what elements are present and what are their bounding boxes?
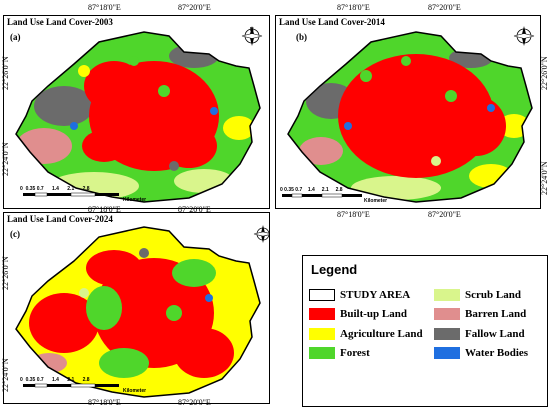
scale-unit: Kilometer (123, 197, 147, 203)
legend-swatch-built-up (309, 308, 335, 320)
lon-label-bottom-b2: 87°20'0"E (428, 210, 461, 219)
north-arrow-icon (253, 225, 269, 243)
legend-title: Legend (311, 262, 358, 277)
scale-bar (23, 192, 119, 197)
lat-label-b2: 22°24'0"N (540, 161, 549, 195)
legend: Legend STUDY AREA Scrub Land Built-up La… (302, 255, 548, 407)
scale-bar (23, 383, 119, 388)
lon-label-top-b1: 87°18'0"E (337, 3, 370, 12)
map-panel-2003: Land Use Land Cover-2003 (a) 0 0.35 0.7 … (3, 15, 270, 209)
legend-item: Water Bodies (434, 346, 528, 360)
legend-item: Scrub Land (434, 288, 521, 302)
scale-tick-labels: 0 0.35 0.7 1.4 2.1 2.8 (20, 186, 90, 192)
legend-swatch-fallow (434, 328, 460, 340)
panel-title: Land Use Land Cover-2003 (7, 17, 113, 27)
lon-label-top-a2: 87°20'0"E (178, 3, 211, 12)
lon-label-bottom-b1: 87°18'0"E (337, 210, 370, 219)
scale-tick-labels: 0 0.35 0.7 1.4 2.1 2.8 (280, 187, 343, 193)
lon-label-bottom-a2: 87°20'0"E (178, 205, 211, 214)
legend-swatch-study-area (309, 289, 335, 301)
map-panel-2024: Land Use Land Cover-2024 (c) 0 0.35 0.7 … (3, 212, 270, 404)
land-cover-map-2024 (15, 225, 269, 398)
legend-item: Agriculture Land (309, 327, 423, 341)
legend-item: STUDY AREA (309, 288, 410, 302)
legend-swatch-forest (309, 347, 335, 359)
legend-item: Barren Land (434, 307, 526, 321)
scale-unit: Kilometer (123, 388, 147, 394)
scale-tick-labels: 0 0.35 0.7 1.4 2.1 2.8 (20, 377, 90, 383)
legend-swatch-water (434, 347, 460, 359)
legend-item: Forest (309, 346, 370, 360)
lat-label-c2: 22°24'0"N (1, 358, 10, 392)
panel-title: Land Use Land Cover-2024 (7, 214, 113, 224)
lon-label-bottom-c1: 87°18'0"E (88, 398, 121, 407)
north-arrow-icon (513, 26, 535, 46)
scale-bar (282, 193, 362, 198)
panel-label: (b) (296, 32, 307, 42)
lat-label-a2: 22°24'0"N (1, 142, 10, 176)
legend-swatch-barren (434, 308, 460, 320)
legend-swatch-agriculture (309, 328, 335, 340)
lat-label-b1: 22°26'0"N (540, 56, 549, 90)
scale-unit: Kilometer (364, 198, 388, 204)
lat-label-c1: 22°26'0"N (1, 256, 10, 290)
legend-swatch-scrub (434, 289, 460, 301)
north-arrow-icon (241, 26, 263, 46)
panel-label: (c) (10, 229, 20, 239)
panel-label: (a) (10, 32, 21, 42)
land-cover-map-2003 (15, 26, 263, 203)
lon-label-bottom-a1: 87°18'0"E (88, 205, 121, 214)
north-label: N (250, 27, 254, 33)
panel-title: Land Use Land Cover-2014 (279, 17, 385, 27)
map-panel-2014: Land Use Land Cover-2014 (b) 0 0.35 0.7 … (275, 15, 541, 209)
legend-item: Built-up Land (309, 307, 407, 321)
lon-label-bottom-c2: 87°20'0"E (178, 398, 211, 407)
lon-label-top-b2: 87°20'0"E (428, 3, 461, 12)
legend-item: Fallow Land (434, 327, 525, 341)
land-cover-map-2014 (282, 26, 535, 203)
lon-label-top-a1: 87°18'0"E (88, 3, 121, 12)
lat-label-a1: 22°26'0"N (1, 56, 10, 90)
